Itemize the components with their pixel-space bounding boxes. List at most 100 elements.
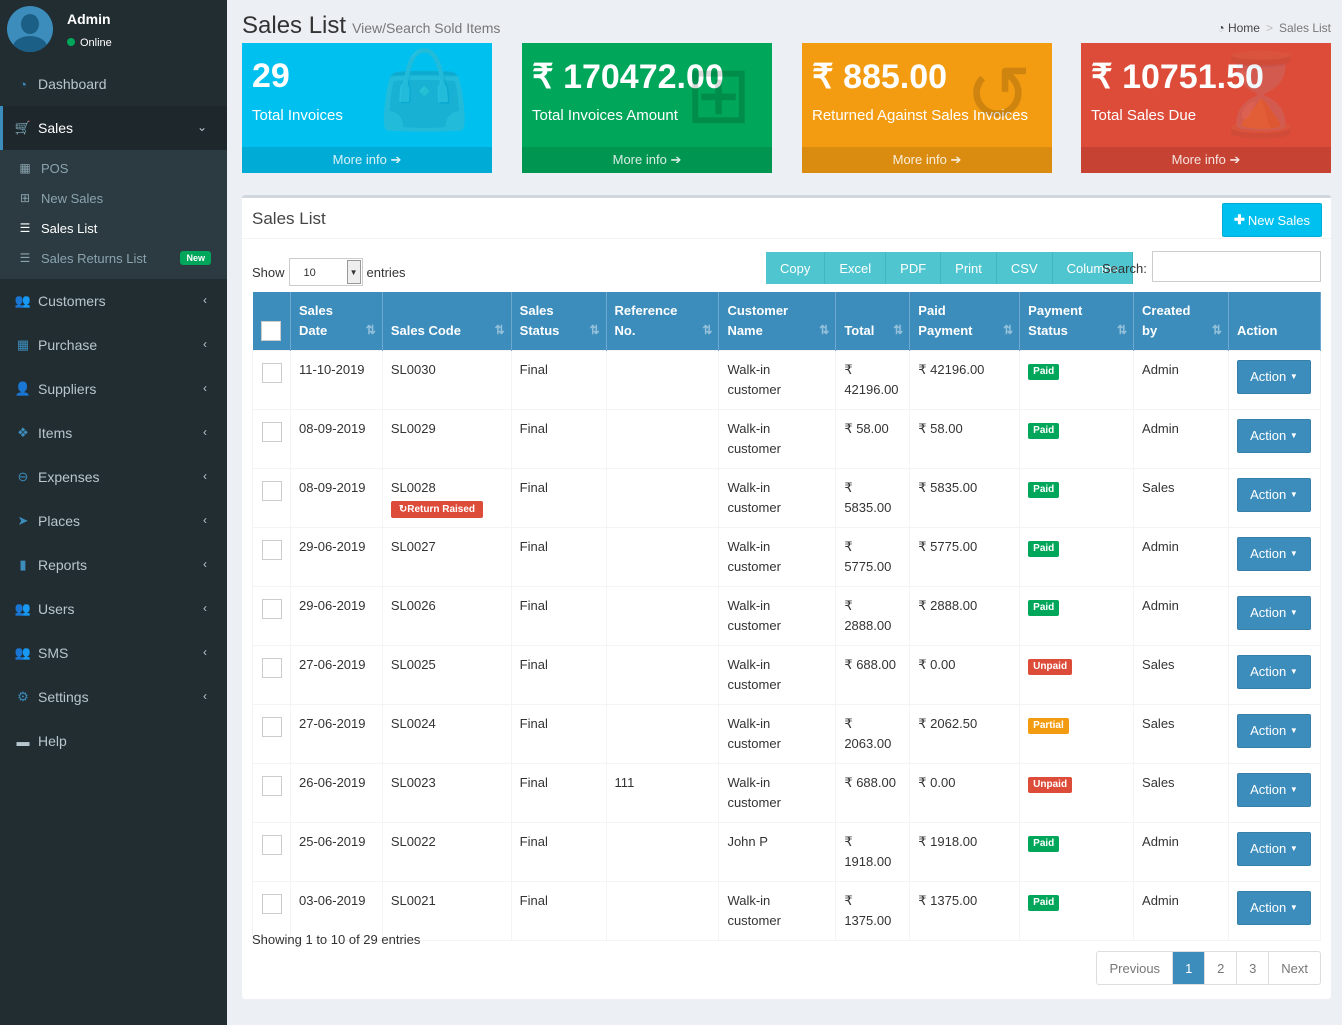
entries-select[interactable]: 10 ▼ [288, 258, 363, 286]
sidebar-item-dashboard[interactable]: ◔ Dashboard [0, 62, 227, 106]
action-dropdown-button[interactable]: Action ▼ [1236, 713, 1311, 748]
sidebar-item-items[interactable]: ❖ Items ‹ [0, 411, 227, 455]
column-header-sales-status[interactable]: Sales Status ⇅ [511, 292, 607, 350]
search-input[interactable] [1152, 251, 1321, 282]
excel-button[interactable]: Excel [825, 252, 887, 284]
chevron-left-icon: ‹ [203, 381, 207, 395]
row-checkbox[interactable] [262, 539, 282, 560]
column-header-reference-no[interactable]: Reference No. ⇅ [606, 292, 720, 350]
sales-date-cell: 29-06-2019 [290, 585, 383, 646]
row-checkbox[interactable] [262, 657, 282, 678]
customer-cell: Walk-in customer [718, 644, 837, 705]
minus-circle-icon: ⊖ [17, 469, 29, 484]
chevron-left-icon: ‹ [203, 689, 207, 703]
action-dropdown-button[interactable]: Action ▼ [1236, 418, 1311, 453]
sales-code-cell: SL0025 [381, 644, 512, 705]
payment-status-badge: Paid [1028, 422, 1060, 439]
row-checkbox[interactable] [262, 775, 282, 796]
more-info-link[interactable]: More info ➔ [1081, 147, 1331, 173]
sidebar-item-sales-list[interactable]: ☰ Sales List [19, 220, 98, 236]
select-all-checkbox[interactable] [260, 320, 281, 341]
columns-button[interactable]: Columns [1052, 252, 1133, 284]
column-header-customer-name[interactable]: Customer Name ⇅ [718, 292, 837, 350]
sort-icon: ⇅ [494, 322, 505, 337]
caret-down-icon: ▼ [1289, 607, 1298, 617]
customer-cell: Walk-in customer [718, 703, 837, 764]
row-checkbox[interactable] [262, 421, 282, 442]
return-raised-badge: ↻Return Raised [390, 500, 484, 518]
pdf-button[interactable]: PDF [886, 252, 942, 284]
payment-status-badge: Unpaid [1028, 776, 1073, 793]
sidebar-item-sales-returns-list[interactable]: ☰ Sales Returns List New [0, 243, 227, 273]
prev-page-button[interactable]: Previous [1109, 960, 1161, 976]
row-checkbox[interactable] [262, 893, 282, 914]
action-dropdown-button[interactable]: Action ▼ [1236, 359, 1311, 394]
online-dot-icon [67, 38, 75, 46]
action-dropdown-button[interactable]: Action ▼ [1236, 595, 1311, 630]
action-dropdown-button[interactable]: Action ▼ [1236, 831, 1311, 866]
payment-status-cell: Paid [1019, 880, 1135, 941]
sidebar-item-sales[interactable]: 🛒 Sales ⌄ [0, 106, 227, 150]
sales-status-cell: Final [510, 644, 607, 705]
chevron-left-icon: ‹ [203, 557, 207, 571]
total-cell: ₹ 42196.00 [835, 349, 911, 410]
hourglass-icon: ⌛ [1211, 50, 1311, 139]
column-header-paid-payment[interactable]: Paid Payment ⇅ [909, 292, 1021, 350]
column-header-sales-date[interactable]: Sales Date ⇅ [290, 292, 383, 350]
column-header-sales-code[interactable]: Sales Code ⇅ [382, 292, 512, 350]
copy-button[interactable]: Copy [766, 252, 826, 284]
sales-code-cell: SL0026 [381, 585, 512, 646]
caret-down-icon: ▼ [1289, 548, 1298, 558]
more-info-link[interactable]: More info ➔ [802, 147, 1052, 173]
sidebar-item-suppliers[interactable]: 👤 Suppliers ‹ [14, 381, 207, 397]
csv-button[interactable]: CSV [996, 252, 1053, 284]
sidebar-item-settings[interactable]: ⚙ Settings ‹ [0, 675, 227, 719]
paid-cell: ₹ 42196.00 [909, 349, 1021, 410]
sidebar-item-users[interactable]: 👥 Users ‹ [14, 601, 207, 617]
sales-date-cell: 26-06-2019 [290, 762, 383, 823]
action-dropdown-button[interactable]: Action ▼ [1236, 890, 1311, 925]
print-button[interactable]: Print [941, 252, 997, 284]
next-page-button[interactable]: Next [1268, 952, 1320, 984]
sales-status-cell: Final [510, 467, 607, 528]
more-info-link[interactable]: More info ➔ [522, 147, 772, 173]
payment-status-cell: Partial [1019, 703, 1135, 764]
table-row: 27-06-2019 SL0025 Final Walk-in customer ₹ 6… [252, 644, 1322, 705]
page-2-button[interactable]: 2 [1204, 952, 1236, 984]
sidebar-item-expenses[interactable]: ⊖ Expenses ‹ [0, 455, 227, 499]
page-3-button[interactable]: 3 [1236, 952, 1268, 984]
caret-down-icon: ▼ [1289, 430, 1298, 440]
row-checkbox[interactable] [262, 834, 282, 855]
chevron-left-icon: ‹ [203, 293, 207, 307]
column-header-payment-status[interactable]: Payment Status ⇅ [1019, 292, 1135, 350]
row-checkbox[interactable] [262, 480, 282, 501]
column-header-created-by[interactable]: Created by ⇅ [1133, 292, 1229, 350]
column-header-total[interactable]: Total ⇅ [835, 292, 911, 350]
sales-status-cell: Final [510, 349, 607, 410]
page-1-button[interactable]: 1 [1172, 952, 1205, 984]
sidebar-item-purchase[interactable]: ▦ Purchase ‹ [16, 337, 207, 353]
action-cell: Action ▼ [1227, 703, 1322, 764]
reference-cell [605, 467, 720, 528]
breadcrumb-home[interactable]: Home [1227, 21, 1260, 35]
new-sales-button[interactable]: ✚ New Sales [1222, 203, 1322, 237]
action-dropdown-button[interactable]: Action ▼ [1236, 536, 1311, 571]
row-checkbox[interactable] [262, 598, 282, 619]
sidebar-item-places[interactable]: ➤ Places ‹ [0, 499, 227, 543]
sidebar-item-reports[interactable]: ▮ Reports ‹ [0, 543, 227, 587]
sidebar-item-customers[interactable]: 👥 Customers ‹ [14, 293, 207, 309]
sidebar-item-help[interactable]: ▬ Help [16, 733, 67, 749]
sales-status-cell: Final [510, 880, 607, 941]
created-by-cell: Admin [1133, 880, 1229, 941]
sidebar-item-pos[interactable]: ▦ POS [19, 160, 69, 176]
sidebar-item-sms[interactable]: 👥 SMS ‹ [14, 645, 207, 661]
sales-status-cell: Final [510, 703, 607, 764]
sidebar-item-new-sales[interactable]: ⊞ New Sales [19, 190, 104, 206]
action-dropdown-button[interactable]: Action ▼ [1236, 772, 1311, 807]
row-checkbox[interactable] [262, 362, 282, 383]
row-checkbox[interactable] [262, 716, 282, 737]
calculator-icon: ▦ [19, 161, 31, 175]
action-dropdown-button[interactable]: Action ▼ [1236, 477, 1311, 512]
action-dropdown-button[interactable]: Action ▼ [1236, 654, 1311, 689]
more-info-link[interactable]: More info ➔ [242, 147, 492, 173]
